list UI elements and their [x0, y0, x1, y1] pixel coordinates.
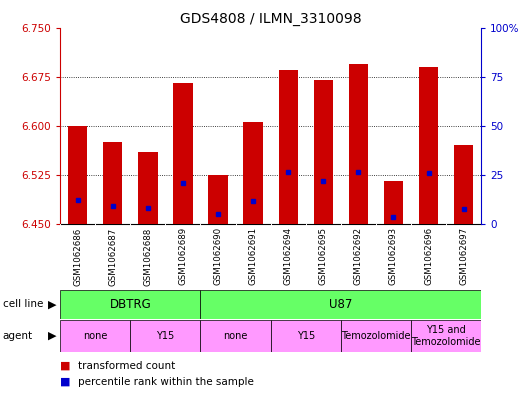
Text: agent: agent — [3, 331, 33, 341]
Bar — [130, 320, 200, 352]
Bar — [454, 145, 473, 224]
Bar — [138, 152, 157, 224]
Bar — [384, 182, 403, 224]
Text: Y15: Y15 — [297, 331, 315, 341]
Text: GSM1062687: GSM1062687 — [108, 227, 117, 285]
Text: GSM1062689: GSM1062689 — [178, 227, 187, 285]
Bar — [349, 64, 368, 224]
Bar — [271, 320, 341, 352]
Bar — [68, 126, 87, 224]
Bar — [60, 290, 200, 319]
Text: ■: ■ — [60, 361, 71, 371]
Text: ■: ■ — [60, 377, 71, 387]
Text: GSM1062696: GSM1062696 — [424, 227, 433, 285]
Text: GSM1062688: GSM1062688 — [143, 227, 152, 285]
Text: cell line: cell line — [3, 299, 43, 309]
Text: DBTRG: DBTRG — [109, 298, 151, 311]
Bar — [208, 175, 228, 224]
Text: GSM1062697: GSM1062697 — [459, 227, 468, 285]
Bar — [314, 80, 333, 224]
Bar — [419, 67, 438, 224]
Text: Y15 and
Temozolomide: Y15 and Temozolomide — [411, 325, 481, 347]
Text: none: none — [223, 331, 248, 341]
Text: GSM1062694: GSM1062694 — [283, 227, 293, 285]
Text: U87: U87 — [329, 298, 353, 311]
Bar — [103, 142, 122, 224]
Text: Temozolomide: Temozolomide — [341, 331, 411, 341]
Text: GSM1062692: GSM1062692 — [354, 227, 363, 285]
Bar — [411, 320, 481, 352]
Text: ▶: ▶ — [48, 331, 56, 341]
Text: GSM1062693: GSM1062693 — [389, 227, 398, 285]
Text: GDS4808 / ILMN_3310098: GDS4808 / ILMN_3310098 — [180, 12, 361, 26]
Text: Y15: Y15 — [156, 331, 175, 341]
Text: GSM1062691: GSM1062691 — [248, 227, 258, 285]
Text: GSM1062695: GSM1062695 — [319, 227, 328, 285]
Bar — [279, 70, 298, 224]
Text: GSM1062686: GSM1062686 — [73, 227, 82, 285]
Bar — [244, 123, 263, 224]
Bar — [60, 320, 130, 352]
Bar — [173, 83, 192, 224]
Bar — [200, 320, 271, 352]
Bar — [341, 320, 411, 352]
Text: percentile rank within the sample: percentile rank within the sample — [78, 377, 254, 387]
Text: GSM1062690: GSM1062690 — [213, 227, 222, 285]
Bar — [200, 290, 481, 319]
Text: none: none — [83, 331, 107, 341]
Text: transformed count: transformed count — [78, 361, 176, 371]
Text: ▶: ▶ — [48, 299, 56, 309]
